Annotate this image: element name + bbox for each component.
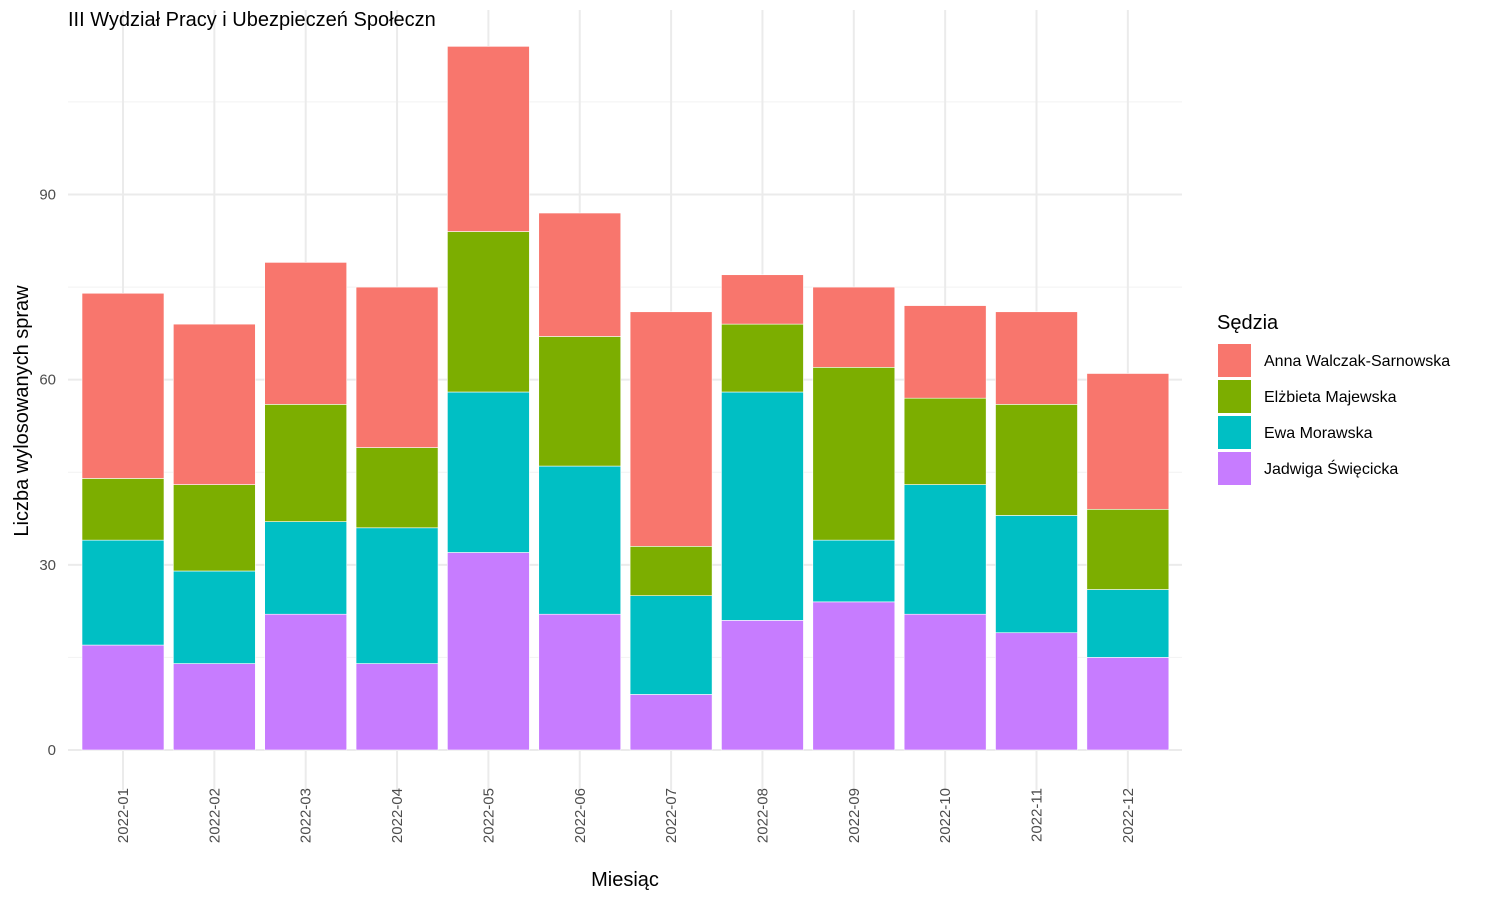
bar-segment <box>812 367 896 541</box>
bar-segment <box>903 305 987 399</box>
bar-segment <box>81 539 165 646</box>
bar-segment <box>355 286 439 448</box>
bar-segment <box>721 274 804 325</box>
legend-key <box>1218 416 1251 449</box>
bar-segment <box>721 323 804 393</box>
y-tick-label: 60 <box>39 372 56 389</box>
bar-segment <box>995 404 1078 516</box>
y-tick-label: 0 <box>48 742 56 759</box>
legend-label: Anna Walczak-Sarnowska <box>1264 353 1450 370</box>
x-tick-label: 2022-04 <box>389 788 406 843</box>
bar-segment <box>264 262 348 405</box>
bar-segment <box>355 527 439 664</box>
x-tick-label: 2022-01 <box>115 788 132 843</box>
bar-segment <box>629 311 713 547</box>
axis-ticks: 0 30 60 90 2022-01 2022-02 2022-03 2022-04 2022-… <box>39 187 1137 844</box>
bar-segment <box>1086 657 1170 751</box>
x-tick-label: 2022-10 <box>937 788 954 843</box>
y-axis-title: Liczba wylosowanych spraw <box>11 285 33 537</box>
bar-segment <box>447 231 530 393</box>
bar-segment <box>903 484 987 615</box>
legend: Sędzia Anna Walczak-Sarnowska Elżbieta Ma… <box>1217 312 1450 485</box>
bar-segment <box>812 539 896 603</box>
bar-segment <box>1086 373 1170 510</box>
x-tick-label: 2022-11 <box>1029 788 1046 842</box>
x-tick-label: 2022-08 <box>754 788 771 843</box>
bar-segment <box>903 397 987 485</box>
x-tick-label: 2022-02 <box>206 788 223 843</box>
bar-segment <box>995 515 1078 634</box>
x-axis-title: Miesiąc <box>591 869 659 891</box>
bar-segment <box>81 478 165 541</box>
bar-segment <box>1086 589 1170 658</box>
bar-segment <box>995 311 1078 405</box>
legend-label: Elżbieta Majewska <box>1264 389 1397 406</box>
x-tick-label: 2022-05 <box>480 788 497 843</box>
legend-title: Sędzia <box>1217 312 1279 334</box>
bar-segment <box>81 292 165 479</box>
bar-segment <box>264 521 348 615</box>
bar-segment <box>538 336 622 467</box>
bar-segment <box>629 546 713 596</box>
bar-segment <box>538 613 622 751</box>
x-tick-label: 2022-03 <box>298 788 315 843</box>
bar-segment <box>447 391 530 553</box>
x-tick-label: 2022-06 <box>572 788 589 843</box>
x-tick-label: 2022-12 <box>1120 788 1137 843</box>
legend-key <box>1218 380 1251 413</box>
bar-segment <box>173 484 256 572</box>
bar-segment <box>355 447 439 529</box>
bar-segment <box>812 601 896 751</box>
bar-segment <box>995 632 1078 751</box>
bars <box>81 46 1170 751</box>
x-tick-label: 2022-07 <box>663 788 680 843</box>
bar-segment <box>447 552 530 751</box>
bar-segment <box>173 323 256 485</box>
bar-segment <box>173 570 256 664</box>
bar-segment <box>629 694 713 751</box>
legend-label: Jadwiga Święcicka <box>1264 459 1398 478</box>
bar-segment <box>264 613 348 751</box>
chart-title: III Wydział Pracy i Ubezpieczeń Społeczn <box>68 9 436 31</box>
bar-segment <box>355 663 439 751</box>
bar-segment <box>264 404 348 522</box>
bar-segment <box>538 465 622 615</box>
legend-key <box>1218 452 1251 485</box>
bar-segment <box>173 663 256 751</box>
bar-segment <box>812 286 896 368</box>
y-tick-label: 90 <box>39 187 56 204</box>
bar-segment <box>721 391 804 621</box>
bar-segment <box>447 46 530 232</box>
legend-key <box>1218 344 1251 377</box>
bar-segment <box>538 212 622 337</box>
bar-segment <box>81 644 165 751</box>
bar-segment <box>1086 508 1170 590</box>
bar-segment <box>721 620 804 751</box>
legend-label: Ewa Morawska <box>1264 425 1373 442</box>
bar-segment <box>903 613 987 751</box>
y-tick-label: 30 <box>39 557 56 574</box>
bar-segment <box>629 595 713 695</box>
x-tick-label: 2022-09 <box>846 788 863 843</box>
